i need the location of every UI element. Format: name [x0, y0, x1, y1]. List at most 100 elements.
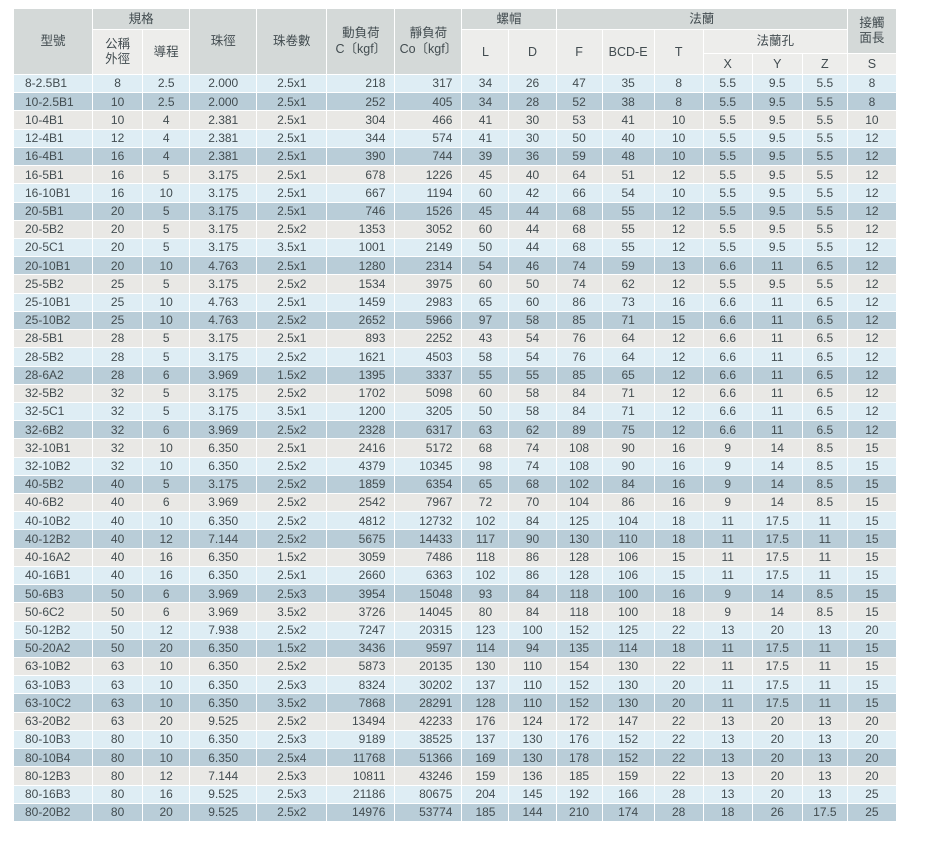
ball-diameter-cell: 2.000: [189, 92, 258, 112]
lead-cell: 10: [142, 675, 191, 695]
ball-circuits-cell: 2.5x1: [256, 256, 328, 276]
flange-bcd-e-cell: 84: [601, 474, 655, 495]
nut-l-cell: 117: [461, 529, 510, 549]
ball-circuits-cell: 2.5x1: [256, 201, 328, 221]
flange-bcd-e-cell: 59: [601, 256, 655, 276]
flange-t-cell: 22: [653, 711, 704, 731]
static-load-co-cell: 6317: [394, 420, 463, 440]
hole-y-cell: 17.5: [751, 565, 803, 586]
dynamic-load-c-cell: 7868: [326, 693, 396, 713]
table-row: 40-12B2 40 12 7.144 2.5x2 5675 14433 117 90 130 11…: [12, 529, 898, 549]
col-group-flange: 法蘭: [555, 8, 848, 30]
ball-circuits-cell: 2.5x2: [256, 493, 328, 513]
lead-cell: 4: [142, 128, 191, 148]
nominal-od-cell: 80: [92, 729, 144, 750]
nominal-od-cell: 50: [92, 584, 144, 604]
flange-f-cell: 152: [555, 675, 603, 695]
table-row: 10-2.5B1 10 2.5 2.000 2.5x1 252 405 34 28 52 38 8 5.…: [12, 92, 898, 112]
model-cell: 20-5C1: [12, 237, 94, 258]
table-row: 40-5B2 40 5 3.175 2.5x2 1859 6354 65 68 102 84 16 9 1…: [12, 474, 898, 495]
hole-x-cell: 6.6: [702, 420, 753, 440]
flange-bcd-e-cell: 55: [601, 237, 655, 258]
contact-s-cell: 15: [846, 656, 898, 677]
nut-d-cell: 144: [508, 802, 557, 823]
hole-x-cell: 13: [702, 711, 753, 731]
lead-cell: 10: [142, 183, 191, 203]
ball-diameter-cell: 3.969: [189, 584, 258, 604]
contact-s-cell: 12: [846, 310, 898, 331]
nut-l-cell: 60: [461, 383, 510, 403]
dynamic-load-c-cell: 3059: [326, 547, 396, 567]
static-load-co-cell: 2314: [394, 256, 463, 276]
lead-cell: 5: [142, 274, 191, 294]
contact-s-cell: 15: [846, 693, 898, 713]
flange-f-cell: 118: [555, 602, 603, 622]
hole-z-cell: 8.5: [801, 474, 848, 495]
hole-z-cell: 5.5: [801, 110, 848, 130]
nut-l-cell: 34: [461, 73, 510, 94]
flange-f-cell: 185: [555, 766, 603, 786]
hole-z-cell: 5.5: [801, 201, 848, 221]
flange-t-cell: 15: [653, 565, 704, 586]
static-load-co-cell: 51366: [394, 748, 463, 768]
nominal-od-cell: 25: [92, 310, 144, 331]
static-load-co-cell: 1226: [394, 165, 463, 185]
lead-cell: 6: [142, 584, 191, 604]
col-header-contact-s: S: [846, 53, 898, 75]
lead-cell: 10: [142, 456, 191, 476]
hole-y-cell: 9.5: [751, 110, 803, 130]
ball-diameter-cell: 4.763: [189, 310, 258, 331]
hole-x-cell: 13: [702, 766, 753, 786]
flange-t-cell: 16: [653, 584, 704, 604]
lead-cell: 2.5: [142, 73, 191, 94]
hole-y-cell: 9.5: [751, 73, 803, 94]
model-cell: 50-20A2: [12, 638, 94, 659]
nut-d-cell: 90: [508, 529, 557, 549]
flange-bcd-e-cell: 35: [601, 73, 655, 94]
hole-x-cell: 9: [702, 584, 753, 604]
flange-bcd-e-cell: 100: [601, 602, 655, 622]
flange-bcd-e-cell: 62: [601, 274, 655, 294]
flange-f-cell: 74: [555, 274, 603, 294]
dynamic-load-c-cell: 746: [326, 201, 396, 221]
flange-t-cell: 22: [653, 748, 704, 768]
ball-circuits-cell: 3.5x1: [256, 401, 328, 422]
nominal-od-cell: 80: [92, 784, 144, 804]
hole-z-cell: 6.5: [801, 365, 848, 385]
nut-d-cell: 60: [508, 292, 557, 312]
nominal-od-cell: 28: [92, 365, 144, 385]
model-cell: 28-6A2: [12, 365, 94, 385]
hole-z-cell: 6.5: [801, 401, 848, 422]
dynamic-load-c-cell: 4812: [326, 511, 396, 531]
ball-diameter-cell: 3.969: [189, 602, 258, 622]
nominal-od-cell: 40: [92, 511, 144, 531]
flange-bcd-e-cell: 152: [601, 748, 655, 768]
ball-diameter-cell: 7.144: [189, 529, 258, 549]
model-cell: 10-4B1: [12, 110, 94, 130]
table-body: 8-2.5B1 8 2.5 2.000 2.5x1 218 317 34 26 47 35 8 5.5 9…: [12, 73, 898, 823]
lead-cell: 5: [142, 237, 191, 258]
ball-diameter-cell: 6.350: [189, 438, 258, 458]
flange-f-cell: 128: [555, 547, 603, 567]
dynamic-load-c-cell: 1621: [326, 347, 396, 367]
lead-cell: 6: [142, 493, 191, 513]
nut-l-cell: 39: [461, 146, 510, 167]
ball-diameter-cell: 6.350: [189, 565, 258, 586]
flange-f-cell: 47: [555, 73, 603, 94]
hole-y-cell: 11: [751, 256, 803, 276]
flange-bcd-e-cell: 159: [601, 766, 655, 786]
flange-f-cell: 128: [555, 565, 603, 586]
spec-table-container: 型號 規格 珠徑 珠卷數 動負荷 C〔kgf〕 靜負荷 Co〔kgf〕 螺帽 法蘭 …: [12, 8, 898, 823]
col-header-hole-z: Z: [801, 53, 848, 75]
static-load-co-cell: 744: [394, 146, 463, 167]
col-header-flange-f: F: [555, 29, 603, 75]
flange-bcd-e-cell: 106: [601, 547, 655, 567]
flange-f-cell: 210: [555, 802, 603, 823]
contact-s-cell: 20: [846, 711, 898, 731]
dynamic-load-c-cell: 2416: [326, 438, 396, 458]
nominal-od-cell: 50: [92, 602, 144, 622]
hole-x-cell: 11: [702, 656, 753, 677]
ball-diameter-cell: 2.000: [189, 73, 258, 94]
model-cell: 50-6B3: [12, 584, 94, 604]
ball-diameter-cell: 6.350: [189, 675, 258, 695]
